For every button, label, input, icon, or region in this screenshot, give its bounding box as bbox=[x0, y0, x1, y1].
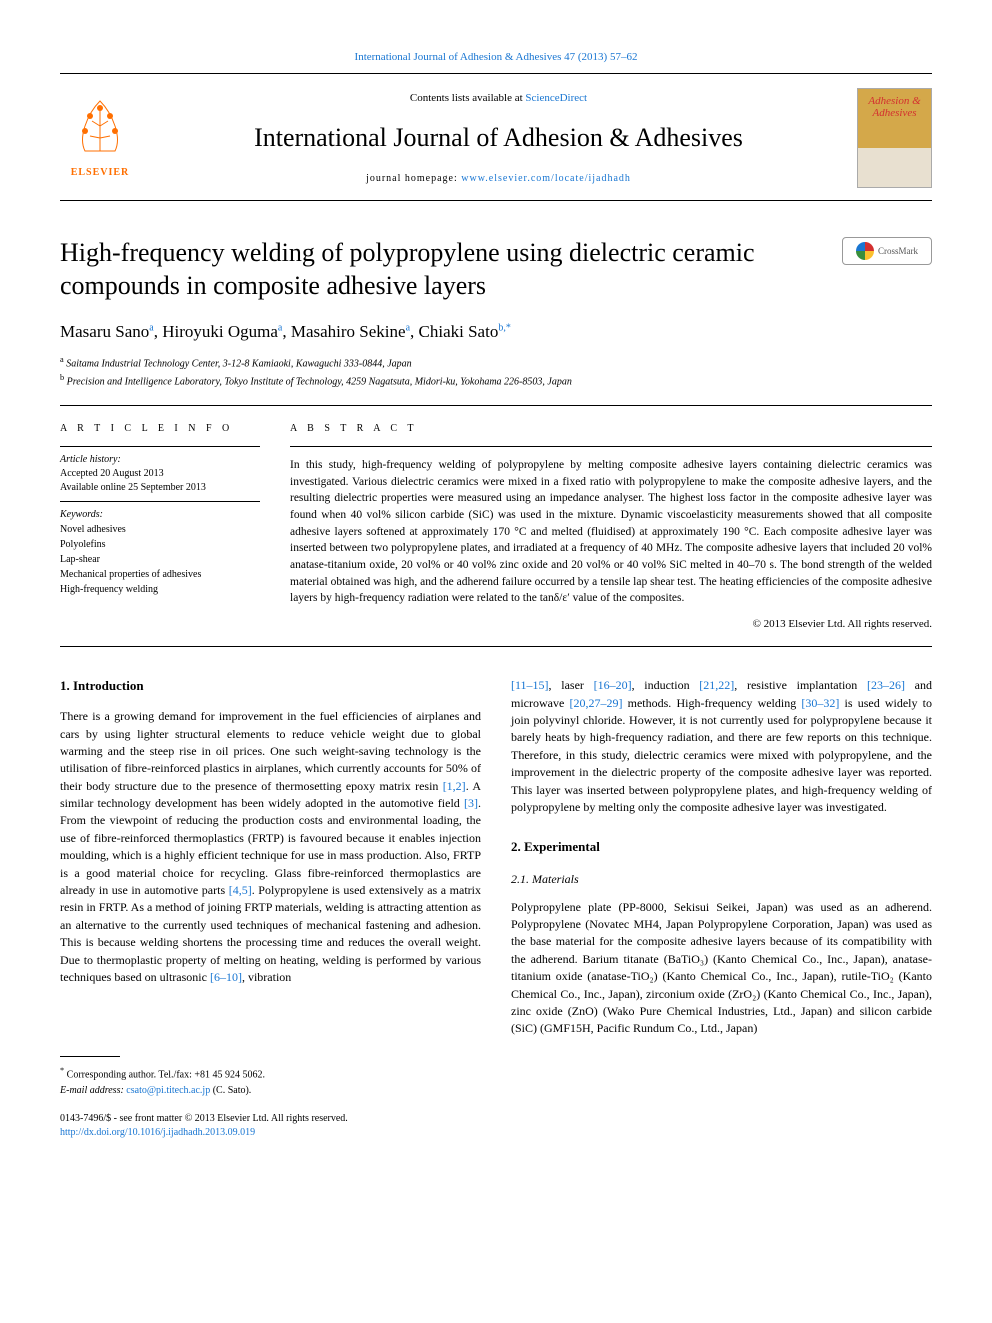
text: There is a growing demand for improvemen… bbox=[60, 709, 481, 793]
text: , laser bbox=[549, 678, 594, 692]
authors-line: Masaru Sanoa, Hiroyuki Ogumaa, Masahiro … bbox=[60, 320, 932, 344]
citation-link[interactable]: [23–26] bbox=[867, 678, 905, 692]
citation-link[interactable]: [1,2] bbox=[443, 779, 466, 793]
affiliations: a Saitama Industrial Technology Center, … bbox=[60, 354, 932, 389]
homepage-line: journal homepage: www.elsevier.com/locat… bbox=[160, 172, 837, 186]
citation-link[interactable]: [3] bbox=[464, 796, 478, 810]
article-title: High-frequency welding of polypropylene … bbox=[60, 237, 842, 302]
intro-paragraph: There is a growing demand for improvemen… bbox=[60, 708, 481, 986]
introduction-heading: 1. Introduction bbox=[60, 677, 481, 696]
experimental-heading: 2. Experimental bbox=[511, 838, 932, 857]
footnote-block: * Corresponding author. Tel./fax: +81 45… bbox=[60, 1065, 481, 1097]
elsevier-logo: ELSEVIER bbox=[60, 93, 140, 183]
author-2: , Hiroyuki Oguma bbox=[154, 322, 278, 341]
journal-cover-thumbnail: Adhesion & Adhesives bbox=[857, 88, 932, 188]
body-columns: 1. Introduction There is a growing deman… bbox=[60, 677, 932, 1139]
citation-link[interactable]: [30–32] bbox=[801, 696, 839, 710]
abstract-text: In this study, high-frequency welding of… bbox=[290, 457, 932, 607]
cover-line-1: Adhesion & bbox=[868, 95, 920, 107]
rule bbox=[60, 501, 260, 502]
materials-paragraph: Polypropylene plate (PP-8000, Sekisui Se… bbox=[511, 899, 932, 1038]
cover-line-2: Adhesives bbox=[873, 107, 917, 119]
rule bbox=[290, 446, 932, 447]
affiliation-a: Saitama Industrial Technology Center, 3-… bbox=[66, 359, 411, 370]
citation-header: International Journal of Adhesion & Adhe… bbox=[60, 50, 932, 65]
crossmark-icon bbox=[856, 242, 874, 260]
elsevier-wordmark: ELSEVIER bbox=[71, 166, 130, 180]
citation-link[interactable]: [4,5] bbox=[229, 883, 252, 897]
corresponding-star: * bbox=[506, 323, 511, 334]
corresponding-author-note: Corresponding author. Tel./fax: +81 45 9… bbox=[67, 1070, 265, 1081]
keywords-list: Novel adhesives Polyolefins Lap-shear Me… bbox=[60, 522, 260, 597]
materials-heading: 2.1. Materials bbox=[511, 871, 932, 888]
abstract-heading: a b s t r a c t bbox=[290, 422, 932, 436]
text: . From the viewpoint of reducing the pro… bbox=[60, 796, 481, 897]
author-4: , Chiaki Sato bbox=[410, 322, 498, 341]
rule bbox=[60, 646, 932, 647]
column-right: [11–15], laser [16–20], induction [21,22… bbox=[511, 677, 932, 1139]
footnote-rule bbox=[60, 1056, 120, 1057]
citation-link[interactable]: [16–20] bbox=[594, 678, 632, 692]
homepage-prefix: journal homepage: bbox=[366, 173, 461, 184]
text: , induction bbox=[632, 678, 700, 692]
issn-line: 0143-7496/$ - see front matter © 2013 El… bbox=[60, 1112, 481, 1126]
email-suffix: (C. Sato). bbox=[210, 1085, 251, 1096]
keyword: Mechanical properties of adhesives bbox=[60, 567, 260, 582]
copyright-footer: 0143-7496/$ - see front matter © 2013 El… bbox=[60, 1112, 481, 1140]
sciencedirect-link[interactable]: ScienceDirect bbox=[525, 92, 587, 104]
accepted-date: Accepted 20 August 2013 bbox=[60, 467, 260, 481]
abstract-panel: a b s t r a c t In this study, high-freq… bbox=[290, 422, 932, 632]
rule bbox=[60, 446, 260, 447]
column-left: 1. Introduction There is a growing deman… bbox=[60, 677, 481, 1139]
author-4-aff: b, bbox=[498, 323, 506, 334]
email-label: E-mail address: bbox=[60, 1085, 126, 1096]
keyword: Polyolefins bbox=[60, 537, 260, 552]
citation-link[interactable]: [11–15] bbox=[511, 678, 549, 692]
rule bbox=[60, 73, 932, 74]
keyword: Novel adhesives bbox=[60, 522, 260, 537]
rule bbox=[60, 405, 932, 406]
available-date: Available online 25 September 2013 bbox=[60, 481, 260, 495]
homepage-link[interactable]: www.elsevier.com/locate/ijadhadh bbox=[461, 173, 631, 184]
article-info-heading: a r t i c l e i n f o bbox=[60, 422, 260, 436]
text: , vibration bbox=[242, 970, 291, 984]
text: is used widely to join polyvinyl chlorid… bbox=[511, 696, 932, 814]
crossmark-label: CrossMark bbox=[878, 245, 918, 258]
doi-link[interactable]: http://dx.doi.org/10.1016/j.ijadhadh.201… bbox=[60, 1126, 481, 1140]
elsevier-tree-icon bbox=[70, 96, 130, 164]
email-link[interactable]: csato@pi.titech.ac.jp bbox=[126, 1085, 210, 1096]
author-1: Masaru Sano bbox=[60, 322, 149, 341]
text: methods. High-frequency welding bbox=[622, 696, 801, 710]
keywords-label: Keywords: bbox=[60, 508, 260, 522]
contents-prefix: Contents lists available at bbox=[410, 92, 525, 104]
journal-title: International Journal of Adhesion & Adhe… bbox=[160, 120, 837, 156]
affiliation-b: Precision and Intelligence Laboratory, T… bbox=[67, 376, 572, 387]
citation-link[interactable]: [6–10] bbox=[210, 970, 242, 984]
history-label: Article history: bbox=[60, 453, 260, 467]
citation-link[interactable]: [20,27–29] bbox=[569, 696, 622, 710]
citation-link[interactable]: [21,22] bbox=[699, 678, 734, 692]
text: , resistive implantation bbox=[734, 678, 867, 692]
crossmark-badge[interactable]: CrossMark bbox=[842, 237, 932, 265]
text: . Polypropylene is used extensively as a… bbox=[60, 883, 481, 984]
keyword: High-frequency welding bbox=[60, 582, 260, 597]
keyword: Lap-shear bbox=[60, 552, 260, 567]
contents-list-line: Contents lists available at ScienceDirec… bbox=[160, 91, 837, 106]
journal-header: ELSEVIER Contents lists available at Sci… bbox=[60, 76, 932, 201]
author-3: , Masahiro Sekine bbox=[282, 322, 405, 341]
intro-continuation: [11–15], laser [16–20], induction [21,22… bbox=[511, 677, 932, 816]
article-info-panel: a r t i c l e i n f o Article history: A… bbox=[60, 422, 260, 632]
abstract-copyright: © 2013 Elsevier Ltd. All rights reserved… bbox=[290, 617, 932, 632]
